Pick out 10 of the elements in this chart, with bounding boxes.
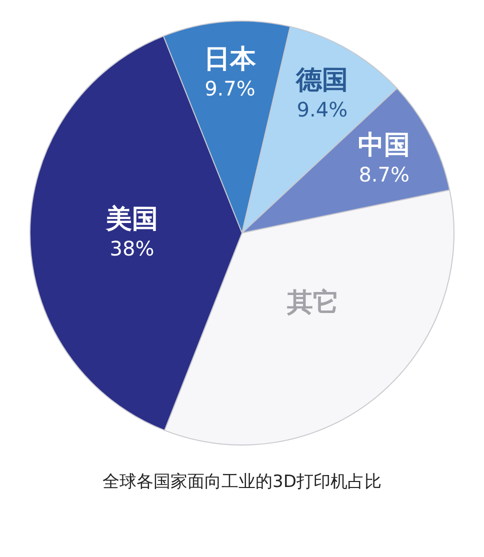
slice-label: 美国 — [105, 204, 158, 234]
text: 全球各国家面向工业的3D打印机占比 — [102, 472, 382, 492]
data-label: 9.4% — [296, 98, 348, 122]
slice-label: 其它 — [286, 288, 339, 318]
slice-label: 德国 — [295, 66, 348, 96]
data-label: 8.7% — [358, 162, 410, 186]
slice-label: 日本 — [204, 44, 257, 74]
slice-label: 中国 — [358, 130, 410, 160]
data-label: 38% — [110, 236, 154, 260]
data-label: 9.7% — [204, 76, 256, 100]
